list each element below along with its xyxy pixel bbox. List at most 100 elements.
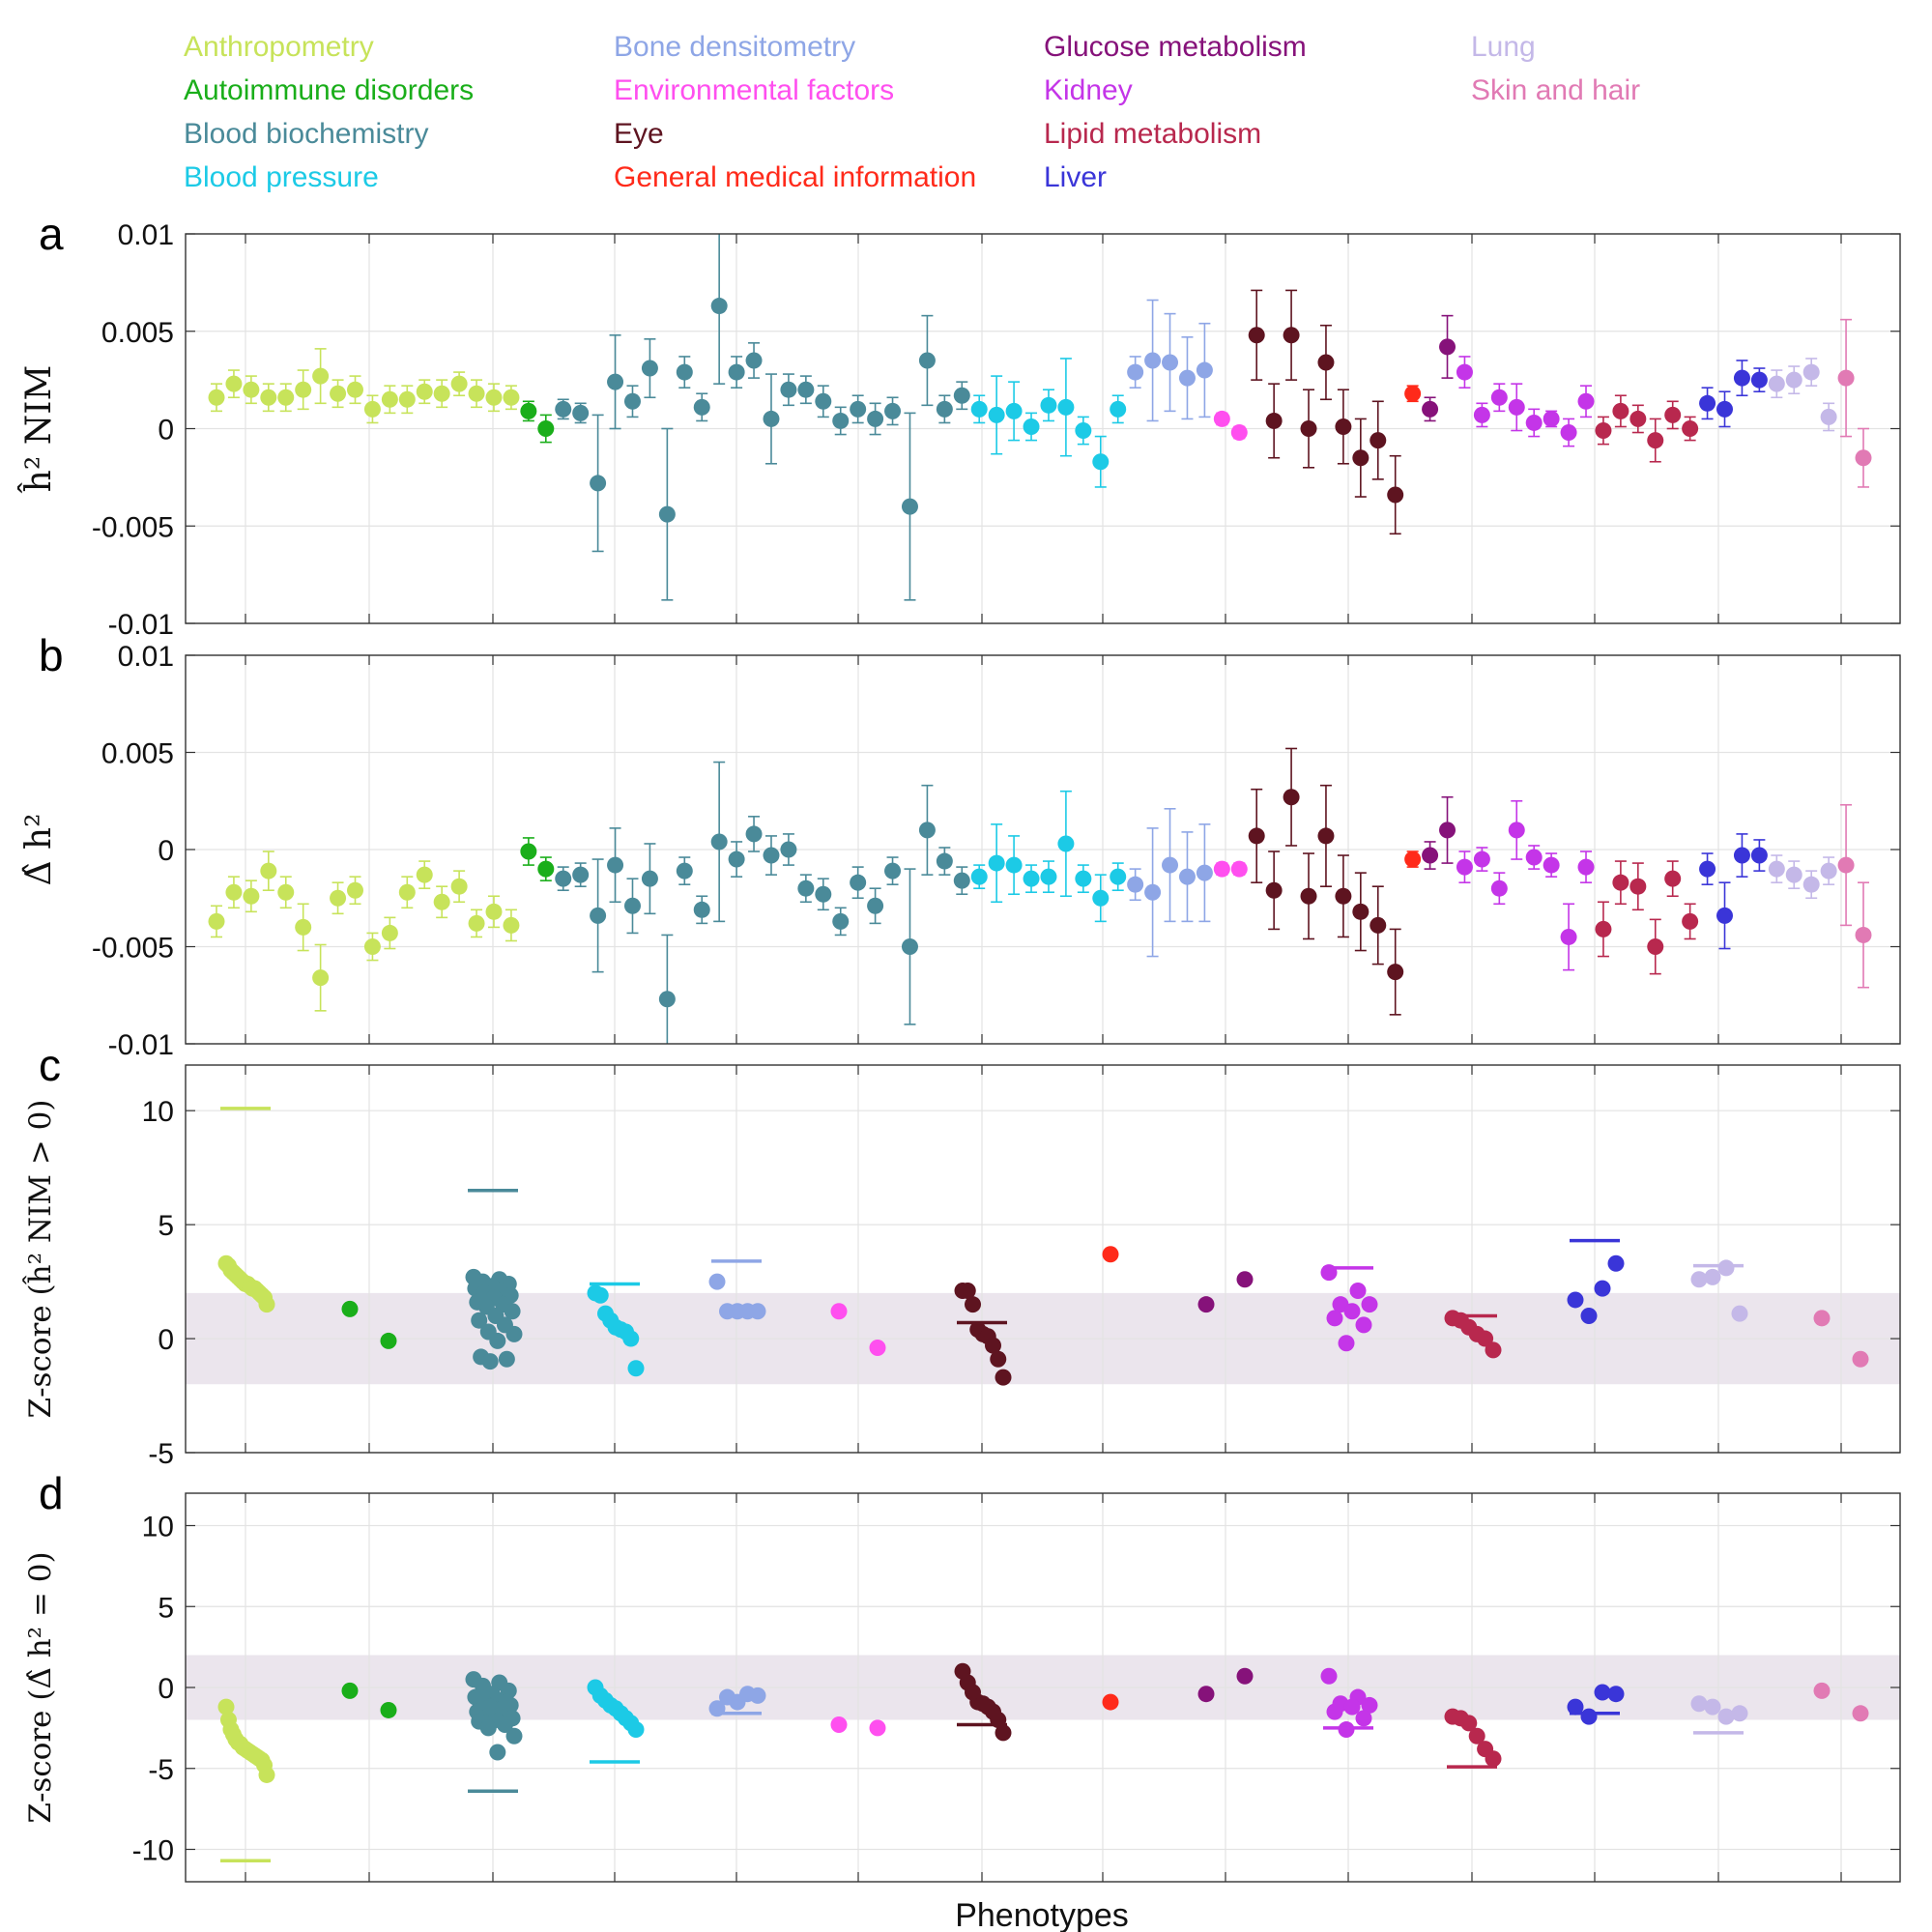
z-score-point — [995, 1724, 1012, 1742]
z-score-point — [1343, 1698, 1361, 1716]
y-axis-label: Z-score (ĥ² NIM > 0) — [21, 1100, 58, 1419]
data-point — [1300, 420, 1317, 437]
data-point — [1144, 352, 1162, 369]
z-score-point — [719, 1303, 735, 1320]
data-point — [936, 852, 953, 870]
legend-item: Lung — [1471, 31, 1536, 63]
data-point — [1577, 392, 1595, 410]
data-point — [520, 402, 537, 419]
y-tick-label: 0.01 — [118, 641, 174, 673]
data-point — [537, 420, 555, 437]
data-point — [260, 389, 277, 406]
data-point — [1490, 389, 1508, 406]
data-point — [728, 851, 745, 868]
data-point — [1248, 827, 1265, 845]
data-point — [485, 903, 503, 920]
y-tick-label: 0.005 — [101, 317, 174, 349]
data-point — [330, 889, 347, 907]
z-score-point — [1485, 1341, 1502, 1359]
z-score-point — [1355, 1710, 1372, 1727]
data-point — [433, 893, 450, 910]
data-point — [450, 375, 468, 392]
data-point — [1612, 874, 1629, 891]
y-tick-label: -0.01 — [108, 609, 174, 641]
data-point — [1525, 849, 1543, 866]
legend-item: Environmental factors — [614, 74, 894, 106]
data-point — [1612, 402, 1629, 419]
z-score-point — [1485, 1750, 1502, 1768]
data-point — [1595, 920, 1612, 937]
data-point — [1682, 912, 1699, 930]
panel-letter: a — [39, 209, 64, 259]
data-point — [1699, 394, 1716, 412]
legend-item: Glucose metabolism — [1044, 31, 1307, 63]
z-score-point — [489, 1744, 506, 1761]
data-point — [468, 385, 485, 402]
data-point — [1647, 938, 1664, 955]
data-point — [1473, 406, 1490, 423]
z-score-point — [341, 1682, 359, 1699]
y-tick-label: 5 — [158, 1210, 174, 1242]
data-point — [1837, 369, 1855, 387]
y-tick-label: -5 — [148, 1754, 174, 1786]
data-point — [1629, 410, 1647, 427]
data-point — [1387, 486, 1404, 504]
data-point — [468, 914, 485, 932]
z-score-point — [1731, 1705, 1748, 1722]
data-point — [1230, 860, 1248, 878]
z-score-point — [481, 1353, 499, 1370]
z-score-point — [1704, 1698, 1721, 1716]
data-point — [1352, 903, 1370, 920]
y-tick-label: -0.005 — [92, 933, 174, 965]
data-point — [832, 412, 850, 429]
y-tick-label: 0 — [158, 415, 174, 447]
data-point — [1820, 408, 1837, 425]
data-point — [1370, 916, 1387, 934]
data-point — [1005, 402, 1023, 419]
y-tick-label: -10 — [132, 1835, 174, 1867]
data-point — [1162, 354, 1179, 371]
data-point — [607, 373, 624, 390]
data-point — [295, 381, 312, 398]
data-point — [936, 400, 953, 418]
data-point — [693, 398, 710, 416]
z-score-point — [985, 1337, 1001, 1354]
data-point — [1682, 420, 1699, 437]
y-tick-label: -0.01 — [108, 1029, 174, 1061]
data-point — [1265, 412, 1283, 429]
data-point — [1490, 879, 1508, 897]
data-point — [1352, 449, 1370, 467]
data-point — [623, 392, 641, 410]
z-score-point — [739, 1686, 756, 1703]
data-point — [363, 938, 381, 955]
data-point — [277, 883, 295, 901]
data-point — [1802, 363, 1820, 381]
data-point — [970, 868, 988, 885]
data-point — [623, 897, 641, 914]
data-point — [1802, 876, 1820, 893]
data-point — [1664, 406, 1682, 423]
y-tick-label: 0.01 — [118, 219, 174, 251]
data-point — [918, 822, 936, 839]
legend-item: Anthropometry — [184, 31, 374, 63]
data-point — [1092, 889, 1110, 907]
data-point — [1508, 398, 1525, 416]
z-score-point — [1704, 1268, 1721, 1285]
data-point — [520, 843, 537, 860]
data-point — [1837, 856, 1855, 874]
legend-item: Kidney — [1044, 74, 1133, 106]
data-point — [1508, 822, 1525, 839]
plot-frame — [185, 1064, 1901, 1454]
legend-item: Skin and hair — [1471, 74, 1640, 106]
data-point — [797, 879, 815, 897]
z-score-point — [1320, 1667, 1338, 1685]
legend-item: Eye — [614, 118, 664, 150]
data-point — [867, 897, 884, 914]
data-point — [433, 385, 450, 402]
data-point — [346, 881, 363, 899]
z-score-point — [627, 1721, 645, 1739]
z-score-point — [1580, 1708, 1598, 1725]
y-tick-label: 10 — [142, 1096, 174, 1128]
z-score-point — [959, 1283, 976, 1300]
data-point — [503, 389, 520, 406]
